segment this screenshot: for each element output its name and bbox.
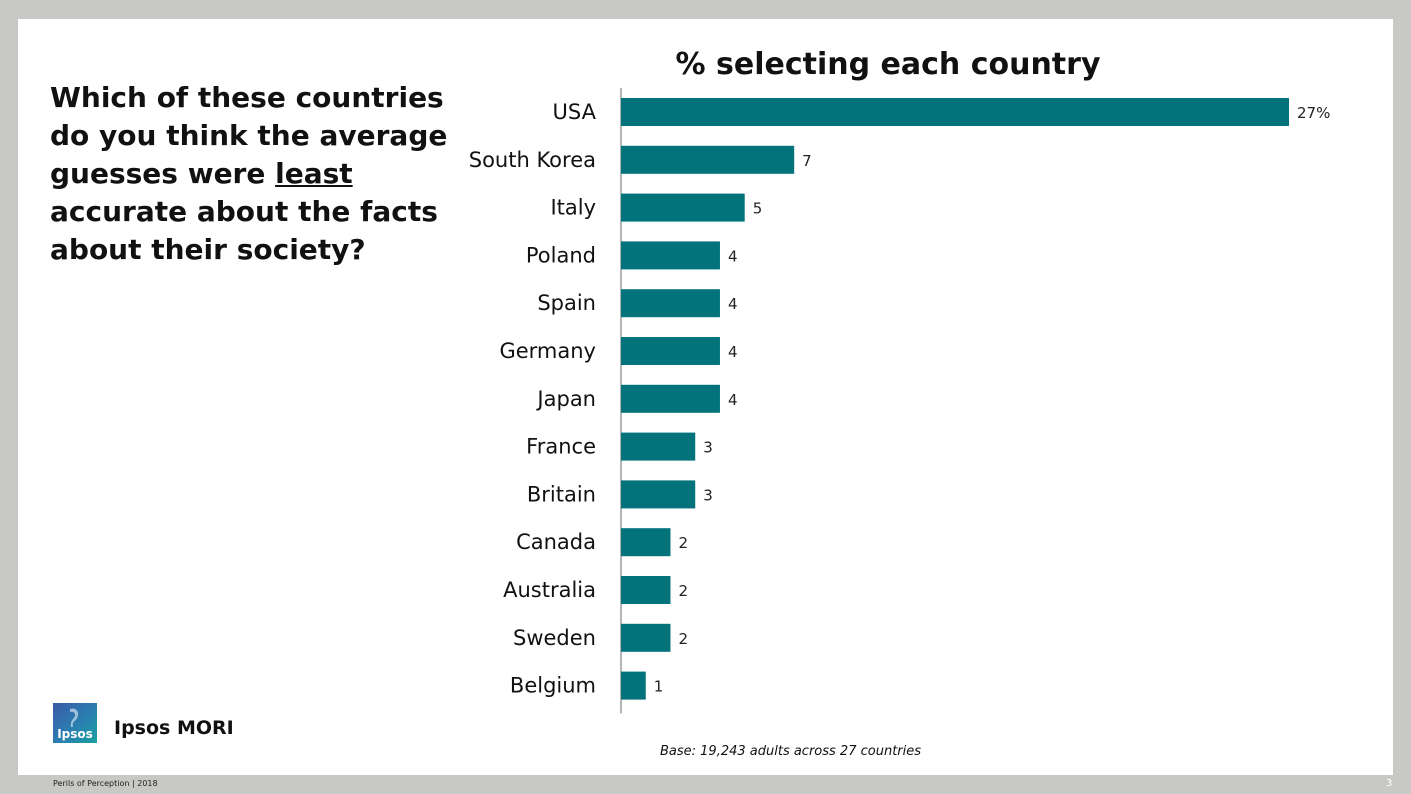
bar-france [621,432,696,461]
category-label: USA [553,100,597,124]
slide: Which of these countries do you think th… [18,19,1393,775]
logo-mark [70,708,79,727]
bar-australia [621,576,671,604]
category-label: Sweden [513,626,596,650]
bar-japan [621,384,720,413]
bar-belgium [621,671,646,700]
category-label: Japan [535,387,596,411]
data-label: 4 [728,391,738,409]
data-label: 27% [1297,104,1330,122]
logo-text: Ipsos [57,727,93,741]
brand-name: Ipsos MORI [114,717,234,739]
bar-canada [621,528,671,557]
category-label: Italy [550,196,596,220]
category-label: Poland [526,243,596,267]
page-number: 3 [1386,778,1393,789]
footer-text: Perils of Perception | 2018 [53,779,158,788]
data-label: 3 [703,486,713,504]
question-part-1: Which of these countries do you think th… [50,81,448,190]
data-label: 4 [728,295,738,313]
data-label: 2 [678,534,688,552]
category-label: Canada [516,530,596,554]
data-label: 7 [802,152,812,170]
question-emphasis: least [275,157,353,190]
bar-germany [621,337,720,365]
bar-sweden [621,623,671,652]
category-label: South Korea [469,148,596,172]
category-label: Spain [537,291,596,315]
bar-usa [621,98,1289,126]
question-part-2: accurate about the facts about their soc… [50,195,438,266]
data-label: 3 [703,439,713,457]
category-label: France [526,435,596,459]
data-label: 4 [728,247,738,265]
ipsos-logo: Ipsos [53,703,97,743]
category-label: Belgium [510,674,596,698]
bar-britain [621,480,696,509]
data-label: 1 [654,678,664,696]
category-label: Germany [499,339,596,363]
category-label: Australia [503,578,596,602]
data-label: 4 [728,343,738,361]
data-label: 2 [678,630,688,648]
bar-poland [621,241,720,270]
question-text: Which of these countries do you think th… [50,79,450,269]
data-label: 2 [678,582,688,600]
bar-spain [621,289,720,318]
data-label: 5 [753,200,763,218]
bar-chart: USA 27% South Korea 7 Italy 5 Poland 4 Spain 4 Ger… [469,88,1330,714]
bar-italy [621,193,745,222]
base-note: Base: 19,243 adults across 27 countries [659,744,922,759]
bar-south-korea [621,145,795,174]
category-label: Britain [527,482,596,506]
chart-title: % selecting each country [675,47,1101,82]
